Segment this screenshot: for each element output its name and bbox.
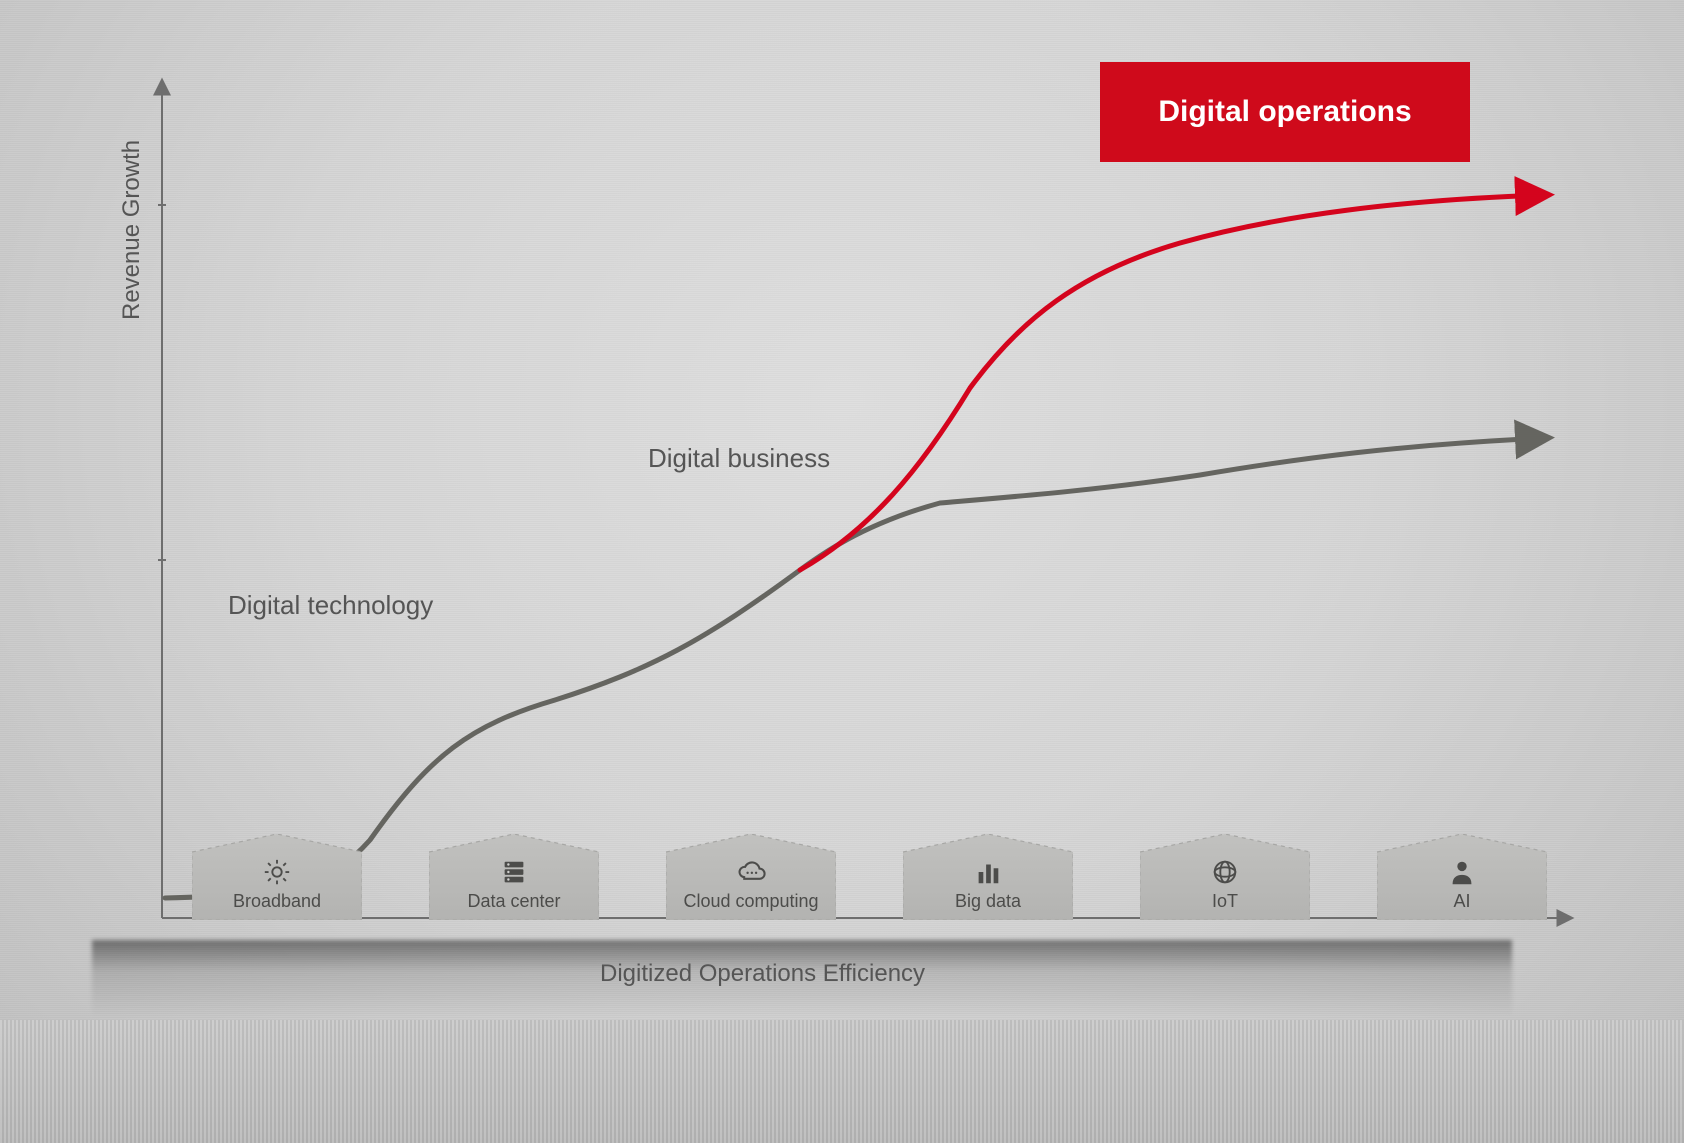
tech-card-iot: IoT — [1140, 834, 1310, 920]
tech-card-big-data: Big data — [903, 834, 1073, 920]
tech-card-ai: AI — [1377, 834, 1547, 920]
x-axis-label: Digitized Operations Efficiency — [600, 960, 925, 988]
server-icon — [497, 857, 531, 887]
tech-card-broadband: Broadband — [192, 834, 362, 920]
tech-card-cloud-computing: Cloud computing — [666, 834, 836, 920]
annotation-digital-technology: Digital technology — [228, 590, 433, 621]
callout-digital-operations: Digital operations — [1100, 62, 1470, 162]
tech-cards-row: Broadband Data center Cloud computing — [192, 834, 1547, 920]
globe-icon — [1208, 857, 1242, 887]
tech-card-label: Cloud computing — [683, 891, 818, 912]
annotation-digital-business: Digital business — [648, 443, 830, 474]
gear-icon — [260, 857, 294, 887]
bars-icon — [971, 857, 1005, 887]
tech-card-label: AI — [1453, 891, 1470, 912]
chart-stage: Revenue Growth Digitized Operations Effi… — [0, 0, 1684, 1143]
tech-card-label: Data center — [467, 891, 560, 912]
curve-base — [165, 438, 1545, 898]
person-icon — [1445, 857, 1479, 887]
tech-card-label: IoT — [1212, 891, 1238, 912]
curves — [165, 195, 1545, 898]
cloud-icon — [734, 857, 768, 887]
tech-card-data-center: Data center — [429, 834, 599, 920]
tech-card-label: Broadband — [233, 891, 321, 912]
tech-card-label: Big data — [955, 891, 1021, 912]
y-axis-label: Revenue Growth — [118, 140, 146, 320]
